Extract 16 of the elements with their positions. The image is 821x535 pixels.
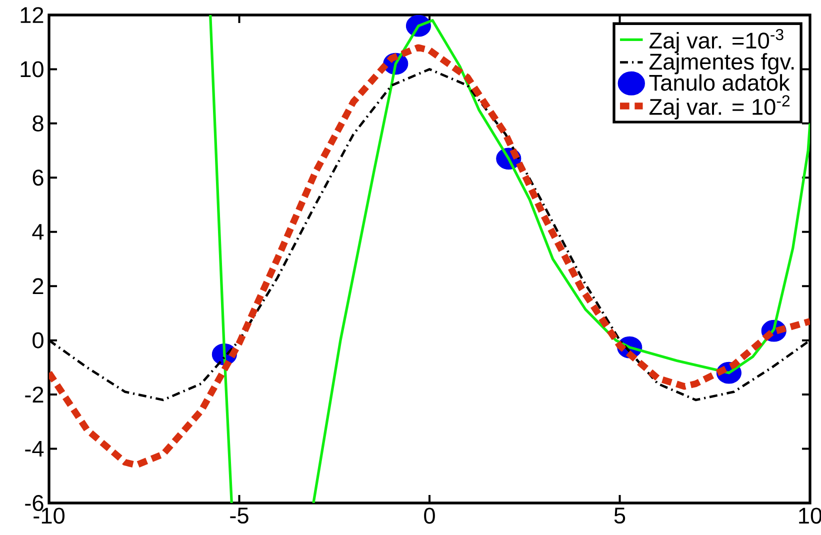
legend-label: Zaj var. = 10$^{-2}$ (649, 95, 790, 120)
x-tick-label: 0 (424, 508, 435, 524)
legend-label: Zajmentes fgv. (649, 53, 794, 74)
y-tick-label: 0 (32, 332, 44, 348)
legend-label: Zaj var. =10$^{-3}$ (649, 28, 784, 54)
y-tick-label: 6 (32, 170, 44, 186)
y-tick-label: 12 (20, 7, 44, 23)
y-tick-label: 10 (20, 61, 44, 78)
x-tick-label: 5 (614, 508, 626, 524)
y-tick-label: -2 (25, 386, 44, 402)
y-tick-label: -4 (25, 440, 44, 457)
x-tick-label: -5 (230, 508, 248, 524)
y-tick-label: 4 (32, 224, 44, 240)
legend-label: Tanulo adatok (649, 74, 790, 91)
y-tick-label: 2 (32, 278, 44, 294)
y-tick-label: 8 (32, 115, 44, 132)
